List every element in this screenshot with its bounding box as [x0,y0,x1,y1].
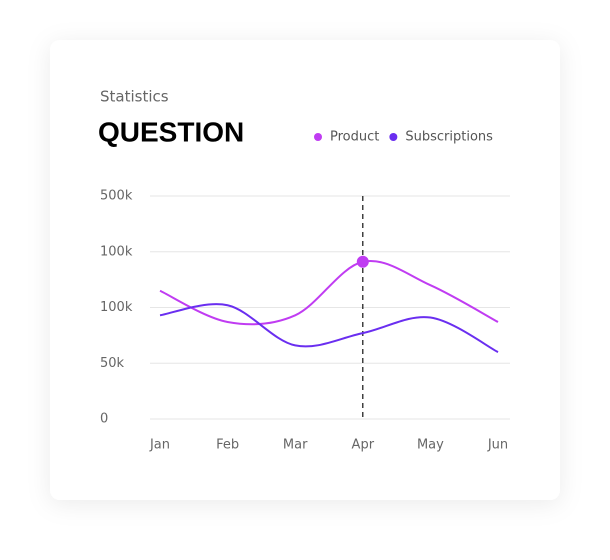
x-tick-label: Jun [487,438,508,453]
x-tick-label: Feb [216,438,239,453]
legend-dot [389,133,398,141]
y-tick-label: 500k [100,189,133,204]
y-tick-label: 100k [100,300,133,315]
x-tick-label: Apr [352,438,375,453]
x-tick-label: May [417,438,444,453]
y-tick-label: 50k [100,356,125,371]
y-tick-label: 100k [100,244,133,259]
title: QUESTION [98,116,244,147]
x-tick-label: Mar [283,438,308,453]
card [50,40,560,500]
series-line [159,303,499,353]
series-line [159,259,499,326]
x-tick-label: Jan [149,438,170,453]
subtitle: Statistics [100,88,169,106]
legend-label: Product [330,130,379,145]
highlight-point [356,255,369,268]
legend-label: Subscriptions [405,130,493,145]
y-tick-label: 0 [100,412,108,427]
legend-dot [314,133,322,141]
